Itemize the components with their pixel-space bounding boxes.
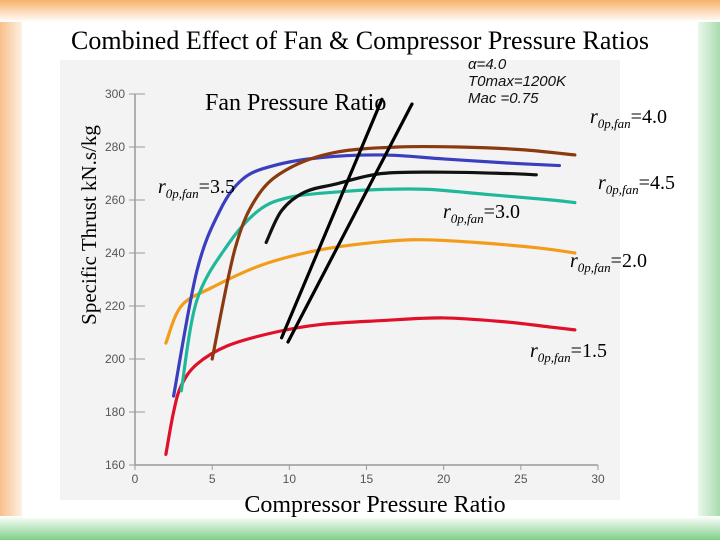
param-t0max: T0max=1200K — [468, 73, 566, 90]
fan-ratio-trend-line — [280, 97, 384, 340]
legend-title: Fan Pressure Ratio — [205, 90, 387, 116]
x-axis-label: Compressor Pressure Ratio — [244, 492, 506, 518]
y-tick-label: 280 — [105, 140, 125, 154]
x-tick-label: 10 — [283, 472, 297, 486]
x-tick-label: 5 — [209, 472, 216, 486]
y-tick-label: 260 — [105, 193, 125, 207]
param-alpha: α=4.0 — [468, 56, 507, 73]
series-line-r0p-fan-4-5 — [264, 170, 538, 244]
parameter-block: α=4.0 T0max=1200K Mac =0.75 — [468, 56, 566, 107]
param-mac: Mac =0.75 — [468, 90, 539, 107]
slide-title: Combined Effect of Fan & Compressor Pres… — [71, 26, 649, 55]
x-tick-label: 15 — [360, 472, 374, 486]
series-line-r0p-fan-3-5 — [171, 153, 562, 398]
y-tick-label: 200 — [105, 352, 125, 366]
series-line-r0p-fan-2-0 — [164, 238, 577, 345]
slide-bottom-band — [0, 516, 720, 540]
plot-image-background — [60, 60, 620, 500]
fan-ratio-trend-line — [286, 102, 414, 344]
curve-label-fan-3-0: r0p,fan=3.0 — [443, 201, 520, 226]
y-tick-label: 240 — [105, 246, 125, 260]
curve-label-fan-1-5: r0p,fan=1.5 — [530, 340, 607, 365]
slide-top-band — [0, 0, 720, 22]
y-tick-label: 160 — [105, 458, 125, 472]
y-axis-label: Specific Thrust kN.s/kg — [77, 125, 101, 325]
curve-label-fan-4-0: r0p,fan=4.0 — [590, 106, 667, 131]
series-line-r0p-fan-1-5 — [164, 316, 577, 456]
curve-label-fan-3-5: r0p,fan=3.5 — [158, 176, 235, 201]
curve-label-fan-2-0: r0p,fan=2.0 — [570, 250, 647, 275]
x-tick-label: 25 — [514, 472, 528, 486]
y-tick-label: 300 — [105, 87, 125, 101]
series-line-r0p-fan-3-0 — [179, 187, 577, 393]
series-line-r0p-fan-4-0 — [210, 144, 577, 361]
x-tick-label: 0 — [132, 472, 139, 486]
y-tick-label: 220 — [105, 299, 125, 313]
y-tick-label: 180 — [105, 405, 125, 419]
x-tick-label: 30 — [591, 472, 605, 486]
x-tick-label: 20 — [437, 472, 451, 486]
curve-label-fan-4-5: r0p,fan=4.5 — [598, 172, 675, 197]
